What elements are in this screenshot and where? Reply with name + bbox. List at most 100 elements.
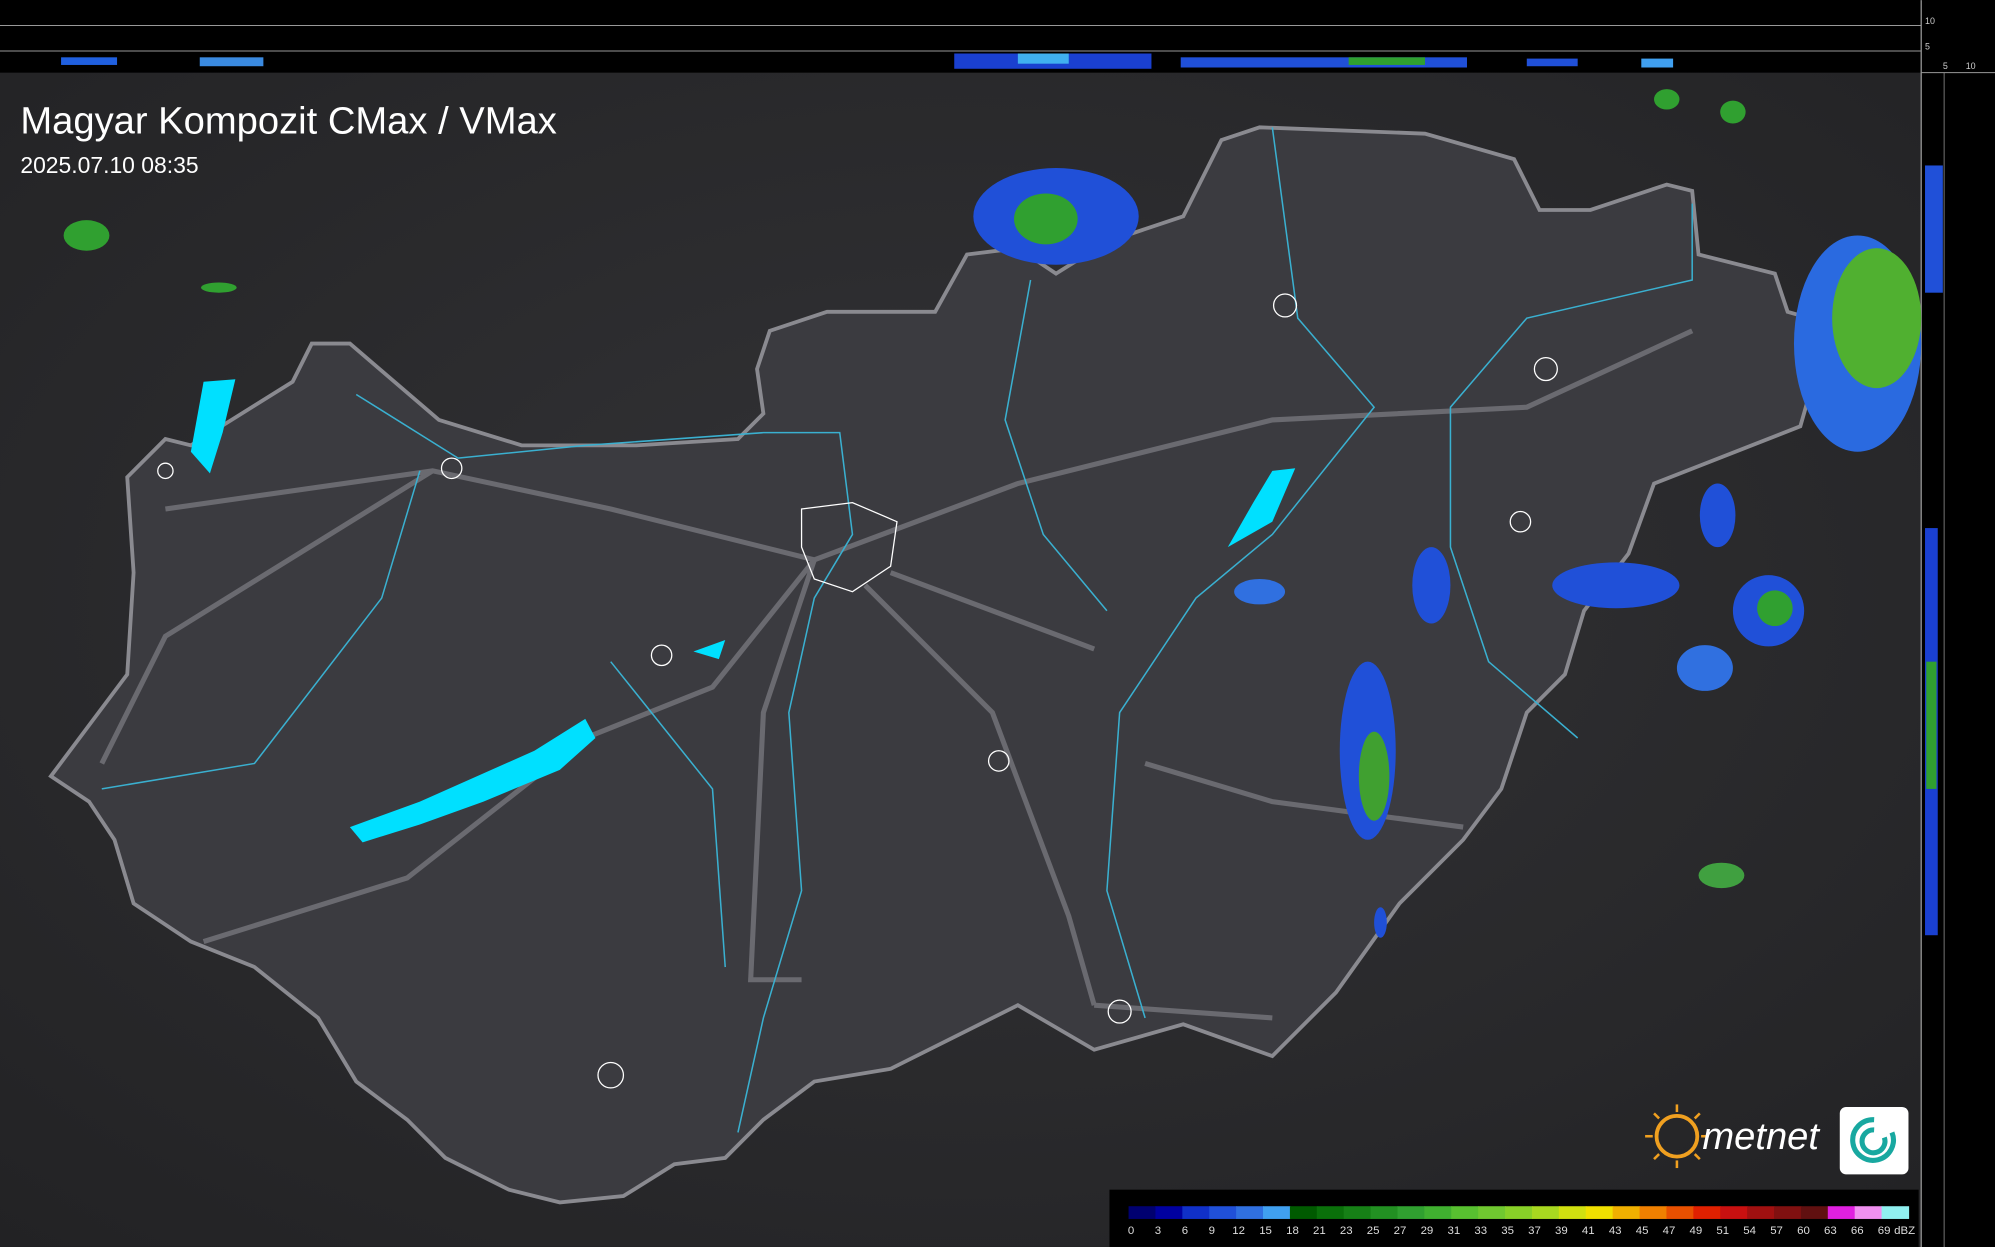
city-budapest xyxy=(800,501,898,593)
legend-swatch xyxy=(1693,1206,1721,1219)
legend-swatch xyxy=(1128,1206,1157,1219)
echo xyxy=(1641,58,1674,68)
legend-swatch xyxy=(1585,1206,1614,1219)
legend-label: 0 xyxy=(1128,1225,1134,1237)
legend-swatch xyxy=(1263,1206,1291,1219)
legend-label: 41 xyxy=(1582,1225,1595,1237)
road xyxy=(165,328,1694,563)
river-danube xyxy=(355,393,854,1133)
legend-label: 15 xyxy=(1259,1225,1272,1237)
echo xyxy=(1014,193,1078,245)
echo xyxy=(1926,661,1937,789)
legend-swatch xyxy=(1666,1206,1694,1219)
profile-tick: 5 xyxy=(1925,42,1930,52)
echo xyxy=(1757,590,1793,627)
lake-velence xyxy=(693,640,726,660)
legend-swatch xyxy=(1316,1206,1345,1219)
lake-balaton xyxy=(349,718,596,843)
radar-echoes xyxy=(63,89,1922,938)
legend-swatch xyxy=(1343,1206,1372,1219)
map-title: Magyar Kompozit CMax / VMax xyxy=(20,100,556,143)
echo xyxy=(1348,57,1425,65)
echo xyxy=(201,282,237,293)
river xyxy=(1449,203,1693,739)
echo xyxy=(1017,53,1069,64)
legend-swatch xyxy=(1289,1206,1318,1219)
legend-label: 43 xyxy=(1609,1225,1622,1237)
legend-swatch xyxy=(1505,1206,1533,1219)
profile-echoes xyxy=(61,53,1674,69)
legend-label: 35 xyxy=(1501,1225,1514,1237)
lake-tisza xyxy=(1227,468,1296,548)
legend-swatch xyxy=(1182,1206,1210,1219)
legend-swatch xyxy=(1720,1206,1748,1219)
cities xyxy=(157,293,1558,1089)
legend-label: 39 xyxy=(1555,1225,1568,1237)
legend-unit: dBZ xyxy=(1894,1225,1915,1237)
profile-tick: 5 xyxy=(1943,61,1948,71)
echo xyxy=(1552,562,1680,609)
legend-label: 23 xyxy=(1340,1225,1353,1237)
city xyxy=(650,644,673,667)
river-tisza xyxy=(1106,127,1376,1019)
legend-swatch xyxy=(1639,1206,1668,1219)
legend-swatch xyxy=(1370,1206,1399,1219)
echo xyxy=(1925,165,1943,293)
legend-label: 27 xyxy=(1394,1225,1407,1237)
city xyxy=(440,457,463,480)
echo xyxy=(1358,731,1390,821)
lake-ferto xyxy=(190,379,236,474)
echo xyxy=(1526,58,1578,67)
legend-swatch xyxy=(1774,1206,1802,1219)
logo-sun xyxy=(1654,1113,1700,1159)
echo xyxy=(1698,862,1745,889)
legend: 0 3 6 9 12 15 18 21 23 25 27 29 31 33 35 37 39 41 43 45 47 49… xyxy=(1128,1206,1915,1237)
profile-tick: 10 xyxy=(1925,16,1935,26)
legend-swatch xyxy=(1478,1206,1506,1219)
legend-label: 3 xyxy=(1155,1225,1161,1237)
echo xyxy=(63,220,110,251)
legend-swatch xyxy=(1424,1206,1452,1219)
legend-swatch xyxy=(1397,1206,1426,1219)
river xyxy=(101,470,421,790)
legend-label: 63 xyxy=(1824,1225,1837,1237)
city xyxy=(157,462,174,480)
echo xyxy=(1654,89,1680,110)
river xyxy=(1004,279,1108,612)
legend-label: 29 xyxy=(1421,1225,1434,1237)
road xyxy=(99,468,1273,1021)
legend-label: 25 xyxy=(1367,1225,1380,1237)
legend-swatch xyxy=(1800,1206,1829,1219)
rivers xyxy=(101,127,1693,1133)
echo xyxy=(1720,100,1746,124)
road xyxy=(863,583,1097,1006)
echo xyxy=(1699,483,1736,548)
legend-swatch xyxy=(1881,1206,1910,1219)
legend-label: 31 xyxy=(1447,1225,1460,1237)
echo xyxy=(1374,907,1387,938)
legend-swatch xyxy=(1827,1206,1856,1219)
legend-swatch xyxy=(1612,1206,1641,1219)
legend-swatch xyxy=(1747,1206,1775,1219)
legend-label: 33 xyxy=(1474,1225,1487,1237)
legend-label: 66 xyxy=(1851,1225,1864,1237)
legend-label: 6 xyxy=(1182,1225,1188,1237)
legend-label: 47 xyxy=(1663,1225,1676,1237)
city xyxy=(1107,999,1132,1024)
profile-tick: 10 xyxy=(1966,61,1976,71)
legend-label: 49 xyxy=(1690,1225,1703,1237)
map-timestamp: 2025.07.10 08:35 xyxy=(20,152,198,178)
logo-rays xyxy=(1645,1104,1709,1169)
legend-label: 54 xyxy=(1743,1225,1756,1237)
legend-label: 51 xyxy=(1716,1225,1729,1237)
legend-swatch xyxy=(1209,1206,1237,1219)
logo-icon xyxy=(1839,1106,1909,1175)
legend-swatch xyxy=(1155,1206,1183,1219)
road xyxy=(889,570,1464,830)
echo xyxy=(61,57,118,65)
logo-text: metnet xyxy=(1702,1115,1820,1158)
legend-label: 69 xyxy=(1878,1225,1891,1237)
legend-swatch xyxy=(1854,1206,1883,1219)
